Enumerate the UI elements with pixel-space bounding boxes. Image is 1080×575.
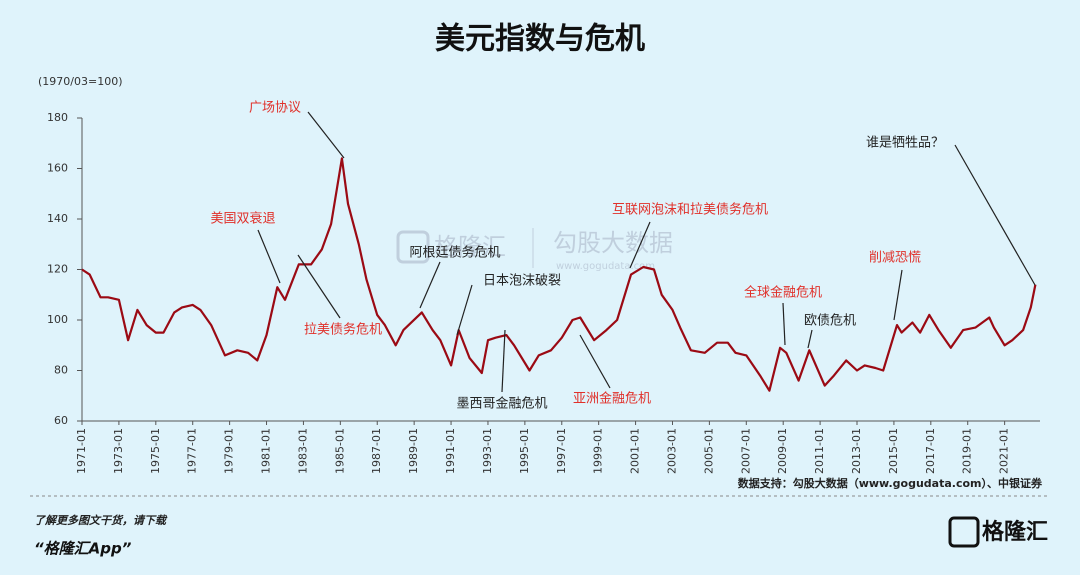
annotation: 阿根廷债务危机 [409,245,500,261]
x-tick-label: 1989-01 [407,428,420,474]
y-tick-label: 80 [54,364,68,377]
x-tick-label: 1973-01 [112,428,125,474]
x-tick-label: 2003-01 [665,428,678,474]
x-tick-label: 1979-01 [223,428,236,474]
x-tick-label: 1995-01 [518,428,531,474]
logo-icon [948,516,980,548]
footer-text: 了解更多图文干货，请下载 [34,514,168,527]
annotation: 谁是牺牲品？ [866,136,944,151]
annotation: 互联网泡沫和拉美债务危机 [612,202,768,218]
x-tick-label: 2015-01 [887,428,900,474]
annotation-line [893,269,903,321]
annotation: 墨西哥金融危机 [456,396,547,412]
watermark: 格隆汇 勾股大数据 www.gogudata.com [396,228,673,272]
annotation-line [579,334,611,389]
x-tick-label: 1975-01 [149,428,162,474]
x-tick-label: 2005-01 [702,428,715,474]
watermark-text: 勾股大数据 [553,229,673,257]
y-tick-label: 160 [47,162,68,175]
annotation-line [297,254,341,319]
watermark-text: www.gogudata.com [556,261,655,272]
annotation-line [419,261,441,309]
source: 数据支持：勾股大数据（www.gogudata.com）、中银证券 [738,476,1043,490]
x-tick-label: 2011-01 [813,428,826,474]
annotation: 削减恐慌 [869,251,921,266]
x-tick-label: 1981-01 [260,428,273,474]
footer-app: “格隆汇App” [34,540,132,558]
x-tick-label: 2007-01 [739,428,752,474]
x-tick-label: 1983-01 [296,428,309,474]
annotation: 日本泡沫破裂 [483,274,561,289]
x-tick-label: 2021-01 [998,428,1011,474]
x-tick-label: 2019-01 [961,428,974,474]
x-tick-label: 1971-01 [75,428,88,474]
y-tick-label: 60 [54,414,68,427]
y-unit: (1970/03=100) [38,75,123,88]
annotation-line [501,329,506,393]
x-tick-label: 1991-01 [444,428,457,474]
y-tick-label: 120 [47,263,68,276]
chart-title: 美元指数与危机 [435,22,645,57]
annotation-line [257,229,281,284]
annotation-line [954,144,1036,286]
x-tick-label: 1993-01 [481,428,494,474]
y-tick-label: 140 [47,212,68,225]
annotation-line [782,302,786,346]
annotation: 亚洲金融危机 [573,391,651,407]
x-tick-label: 2009-01 [776,428,789,474]
x-tick-label: 1987-01 [370,428,383,474]
y-tick-label: 180 [47,111,68,124]
watermark-logo [396,230,430,264]
annotation-line [307,111,345,159]
x-tick-label: 1997-01 [555,428,568,474]
line-series [81,157,1037,392]
annotation: 欧债危机 [804,314,856,329]
x-tick-label: 1999-01 [592,428,605,474]
annotation-line [807,329,813,349]
x-tick-label: 1977-01 [186,428,199,474]
x-tick-label: 2001-01 [629,428,642,474]
annotation: 美国双衰退 [210,211,275,227]
watermark-text: 格隆汇 [434,233,506,261]
x-tick-label: 2017-01 [924,428,937,474]
annotation: 拉美债务危机 [304,322,382,338]
x-tick-label: 1985-01 [333,428,346,474]
x-tick-label: 2013-01 [850,428,863,474]
y-tick-label: 100 [47,313,68,326]
annotation-line [456,284,473,336]
annotation: 全球金融危机 [744,285,822,301]
logo-text: 格隆汇 [982,519,1048,545]
annotation-line [629,221,651,269]
annotation: 广场协议 [249,101,301,116]
